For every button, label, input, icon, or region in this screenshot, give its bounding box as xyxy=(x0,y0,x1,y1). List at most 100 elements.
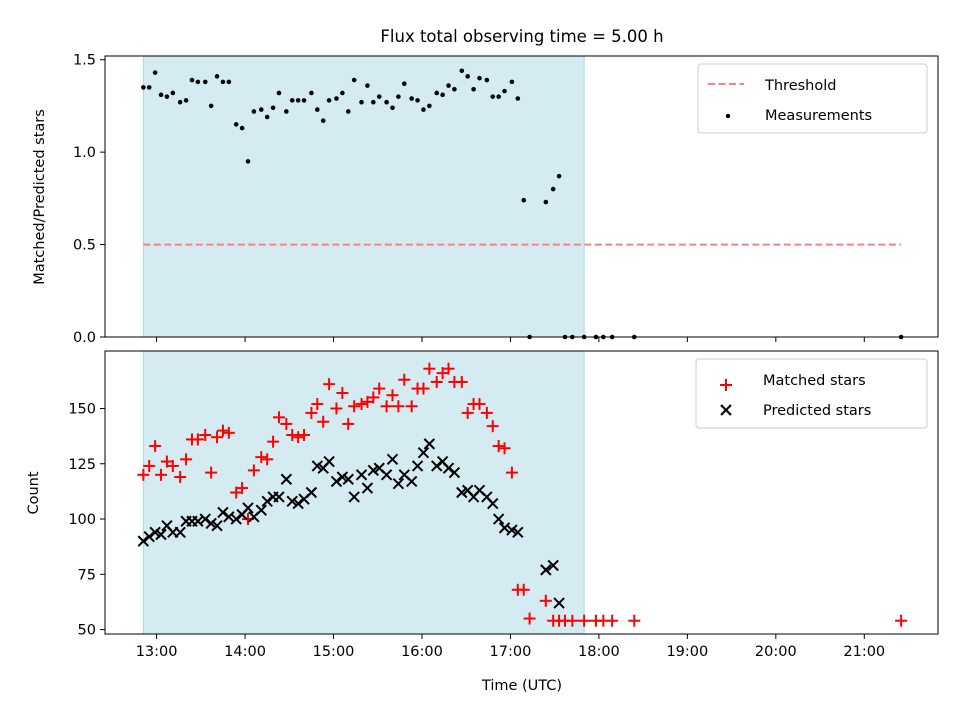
matched-star-point xyxy=(442,362,455,375)
measurement-point xyxy=(158,92,164,98)
matched-legend-swatch xyxy=(720,379,732,391)
measurement-point xyxy=(376,94,382,99)
predicted-star-point xyxy=(330,475,343,488)
measurement-point xyxy=(152,70,158,75)
measurement-point xyxy=(334,96,339,101)
measurement-point xyxy=(170,90,176,96)
measurement-point xyxy=(477,75,482,81)
top-legend: Threshold Measurements xyxy=(697,63,928,134)
matched-star-point xyxy=(517,583,530,596)
matched-star-point xyxy=(539,594,552,607)
measurement-point xyxy=(177,99,183,105)
measurement-point xyxy=(365,83,370,88)
measurement-point xyxy=(471,86,476,92)
matched-star-point xyxy=(222,426,235,439)
predicted-legend-label: Predicted stars xyxy=(763,403,871,419)
top-y-ticks: 0.0 0.5 1.0 1.5 xyxy=(73,53,105,346)
x-tick-label: 16:00 xyxy=(401,644,443,660)
matched-star-point xyxy=(166,459,179,472)
predicted-star-point xyxy=(540,564,552,576)
predicted-star-point xyxy=(143,531,155,543)
matched-star-point xyxy=(330,402,343,415)
measurement-point xyxy=(289,98,295,103)
measurement-point xyxy=(189,77,195,83)
predicted-star-point xyxy=(174,526,186,539)
matched-star-point xyxy=(373,382,386,395)
matched-star-point xyxy=(336,387,349,400)
predicted-star-point xyxy=(280,473,293,485)
matched-star-point xyxy=(155,468,168,481)
predicted-star-point xyxy=(261,495,273,508)
predicted-star-point xyxy=(311,460,324,472)
matched-star-point xyxy=(137,468,150,481)
matched-star-point xyxy=(566,614,579,627)
measurement-point xyxy=(214,74,220,79)
predicted-star-point xyxy=(361,482,374,494)
predicted-star-point xyxy=(217,506,229,519)
top-x-ticks xyxy=(156,337,865,342)
matched-star-point xyxy=(247,464,260,477)
x-axis-label: Time (UTC) xyxy=(481,678,562,694)
measurement-point xyxy=(264,114,270,120)
measurement-point xyxy=(490,94,496,99)
bottom-plot-area xyxy=(137,350,908,635)
predicted-star-point xyxy=(230,513,242,525)
matched-star-point xyxy=(272,411,285,424)
matched-star-point xyxy=(628,614,641,627)
measurement-point xyxy=(320,118,326,124)
matched-star-point xyxy=(405,400,418,413)
predicted-star-point xyxy=(442,462,455,474)
matched-star-point xyxy=(149,440,162,453)
matched-star-point xyxy=(199,429,212,442)
measurement-point xyxy=(359,99,364,105)
matched-star-point xyxy=(191,433,204,446)
matched-star-point xyxy=(286,429,299,442)
predicted-star-point xyxy=(336,471,349,483)
matched-star-point xyxy=(261,453,274,466)
bottom-y-ticks: 50 75 100 125 150 xyxy=(68,401,105,639)
measurement-point xyxy=(452,86,457,92)
predicted-star-point xyxy=(205,517,217,530)
predicted-star-point xyxy=(506,524,518,536)
y-tick-label: 0.5 xyxy=(73,238,96,254)
measurement-point xyxy=(556,173,562,179)
measurement-point xyxy=(384,99,389,105)
predicted-star-point xyxy=(492,513,505,525)
x-tick-label: 21:00 xyxy=(843,644,885,660)
measurement-point xyxy=(427,103,432,109)
x-tick-label: 15:00 xyxy=(313,644,355,660)
predicted-star-point xyxy=(456,486,468,499)
measurement-point xyxy=(220,79,226,85)
matched-star-point xyxy=(523,612,536,625)
matched-star-point xyxy=(578,614,591,627)
matched-star-point xyxy=(367,391,380,404)
matched-star-point xyxy=(423,362,436,375)
y-tick-label: 100 xyxy=(68,512,96,528)
measurement-point xyxy=(226,79,232,85)
measurement-point xyxy=(245,159,251,164)
predicted-star-point xyxy=(498,522,511,534)
y-tick-label: 0.0 xyxy=(73,330,96,346)
measurement-point xyxy=(550,186,556,192)
matched-star-point xyxy=(255,451,268,464)
predicted-star-point xyxy=(547,559,559,572)
y-tick-label: 50 xyxy=(78,623,96,639)
bottom-y-axis-label: Count xyxy=(26,471,42,514)
measurement-point xyxy=(164,94,170,99)
matched-star-point xyxy=(430,375,443,388)
matched-star-point xyxy=(473,398,486,411)
predicted-star-point xyxy=(355,469,368,481)
matched-star-point xyxy=(498,442,511,455)
measurement-point xyxy=(440,92,445,98)
predicted-star-point xyxy=(323,455,335,468)
matched-star-point xyxy=(323,378,336,391)
predicted-star-point xyxy=(448,466,461,479)
matched-star-point xyxy=(205,466,218,479)
measurement-point xyxy=(258,107,264,112)
predicted-star-point xyxy=(199,513,211,525)
bottom-legend-box xyxy=(695,358,928,429)
measurement-point xyxy=(459,68,465,74)
measurement-point xyxy=(208,103,214,109)
